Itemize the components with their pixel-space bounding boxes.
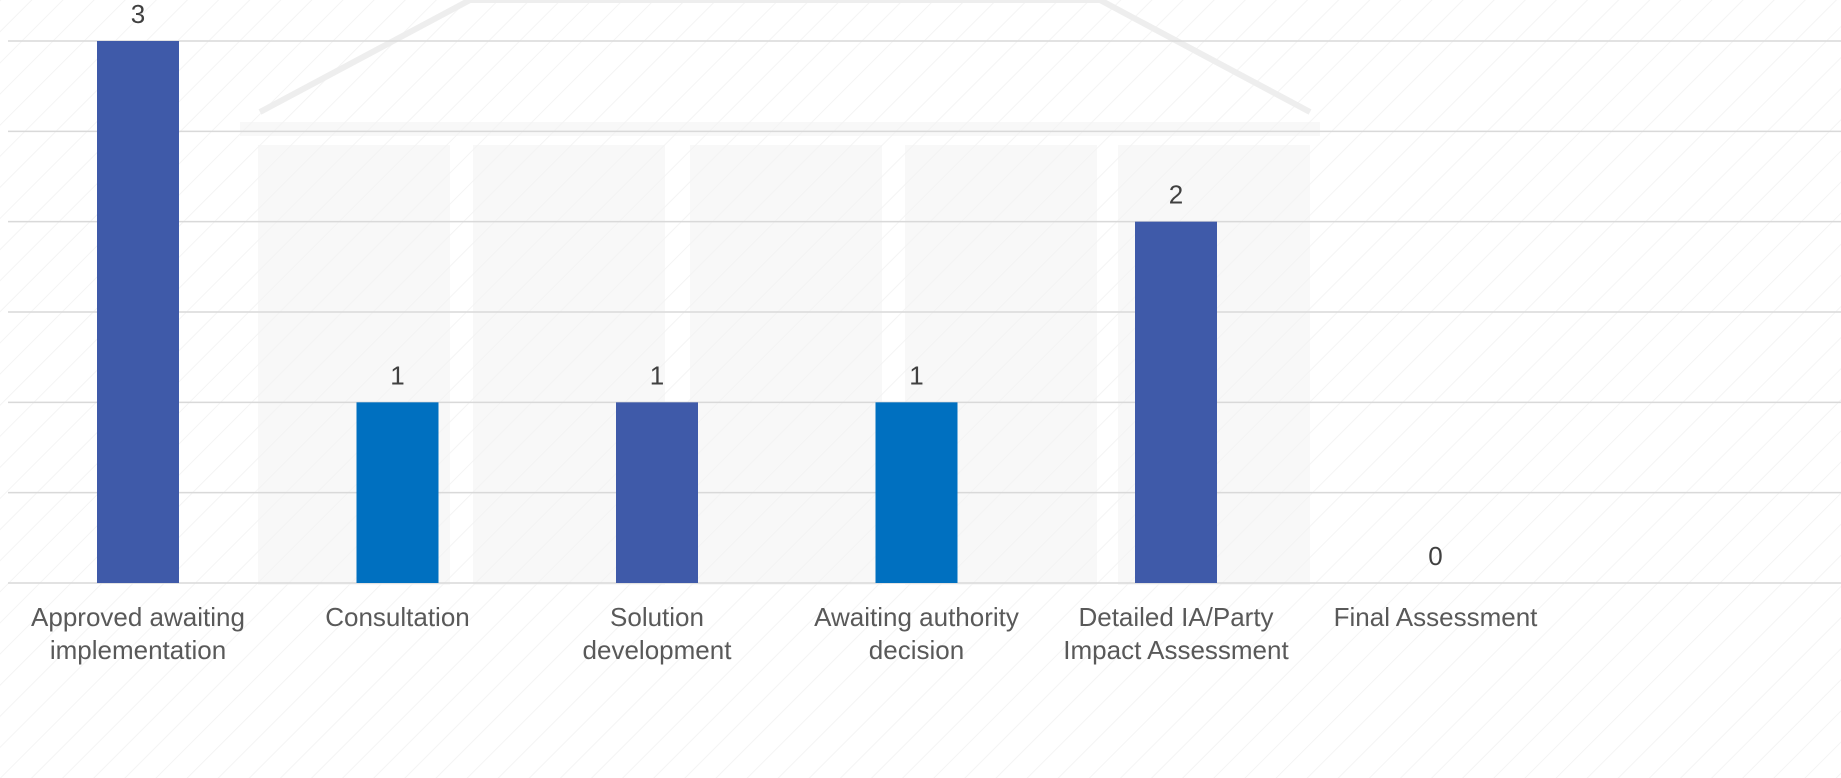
bars <box>97 41 1217 583</box>
x-tick-label: Final Assessment <box>1334 602 1539 632</box>
bar <box>97 41 179 583</box>
x-axis-tick-labels: Approved awaiting implementation Consultat… <box>31 602 1538 665</box>
data-label: 1 <box>650 360 664 390</box>
x-tick-label: Consultation <box>325 602 470 632</box>
data-labels: 3 1 1 1 2 0 <box>131 0 1443 571</box>
bar <box>1135 221 1217 583</box>
x-tick-label: Detailed IA/Party Impact Assessment <box>1063 602 1289 665</box>
data-label: 3 <box>131 0 145 29</box>
bar <box>616 402 698 583</box>
data-label: 0 <box>1428 541 1442 571</box>
data-label: 2 <box>1169 180 1183 210</box>
data-label: 1 <box>909 360 923 390</box>
x-tick-label: Awaiting authority decision <box>814 602 1019 665</box>
x-tick-label: Approved awaiting implementation <box>31 602 245 665</box>
bar <box>875 402 958 583</box>
bar <box>356 402 439 583</box>
x-tick-label: Solution development <box>583 602 733 665</box>
data-label: 1 <box>390 360 404 390</box>
